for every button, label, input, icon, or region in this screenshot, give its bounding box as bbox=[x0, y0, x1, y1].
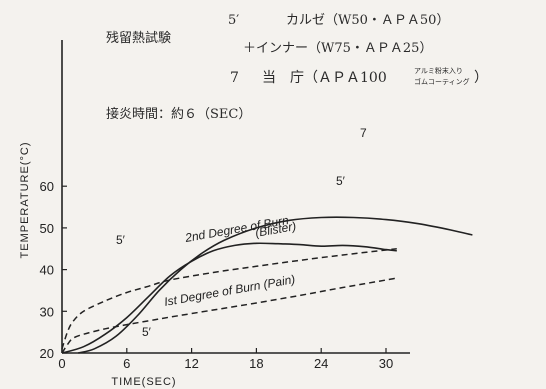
x-tick-label-1: 6 bbox=[123, 356, 130, 371]
x-tick-label-4: 24 bbox=[314, 356, 328, 371]
x-tick-label-5: 30 bbox=[379, 356, 393, 371]
x-tick-label-0: 0 bbox=[58, 356, 65, 371]
annotation-first-degree: Ist Degree of Burn (Pain) bbox=[163, 272, 296, 309]
legend-line3: 当 庁（ＡＰＡ100 bbox=[262, 70, 387, 86]
x-tick-label-2: 12 bbox=[184, 356, 198, 371]
legend-line2: ＋インナー（W75・ＡＰＡ25） bbox=[243, 41, 432, 56]
legend-test-title: 残留熱試験 bbox=[106, 30, 171, 46]
y-tick-label-1: 30 bbox=[40, 304, 54, 319]
ticks bbox=[61, 185, 387, 354]
annotations: 7 5′ 5′ 5′ 2nd Degree of Burn (Blister) … bbox=[116, 126, 367, 339]
series-layer bbox=[61, 216, 473, 354]
legend-mark-7: 7 bbox=[230, 70, 239, 86]
series-label-7: 7 bbox=[360, 126, 367, 140]
series-line-1 bbox=[61, 242, 397, 354]
legend-contact-time: 接炎時間：約６（SEC） bbox=[106, 106, 251, 122]
series-label-5-bottom: 5′ bbox=[142, 325, 152, 339]
x-axis-title: TIME(SEC) bbox=[111, 376, 176, 388]
legend-block: 残留熱試験 5′ カルゼ（W50・ＡＰＡ50） ＋インナー（W75・ＡＰＡ25）… bbox=[106, 13, 488, 122]
legend-line3-note-bottom: ゴムコーティング bbox=[414, 77, 470, 86]
y-tick-label-0: 20 bbox=[40, 346, 54, 361]
legend-line3-note-top: アルミ粉末入り bbox=[414, 66, 463, 75]
series-label-5-left: 5′ bbox=[116, 233, 126, 247]
y-tick-label-4: 60 bbox=[40, 179, 54, 194]
series-label-5-top: 5′ bbox=[336, 174, 346, 188]
y-tick-label-3: 50 bbox=[40, 221, 54, 236]
tick-labels: 0 6 12 18 24 30 20 30 40 50 60 bbox=[40, 179, 394, 371]
axes bbox=[61, 40, 410, 354]
y-tick-label-2: 40 bbox=[40, 263, 54, 278]
series-line-2 bbox=[61, 248, 397, 350]
legend-line1: カルゼ（W50・ＡＰＡ50） bbox=[286, 13, 449, 28]
legend-mark-5: 5′ bbox=[228, 13, 239, 28]
y-axis-title: TEMPERATURE(°C) bbox=[19, 142, 31, 259]
x-tick-label-3: 18 bbox=[249, 356, 263, 371]
series-line-3 bbox=[61, 277, 397, 354]
series-line-0 bbox=[77, 216, 473, 354]
legend-line3-close: ） bbox=[474, 70, 488, 86]
